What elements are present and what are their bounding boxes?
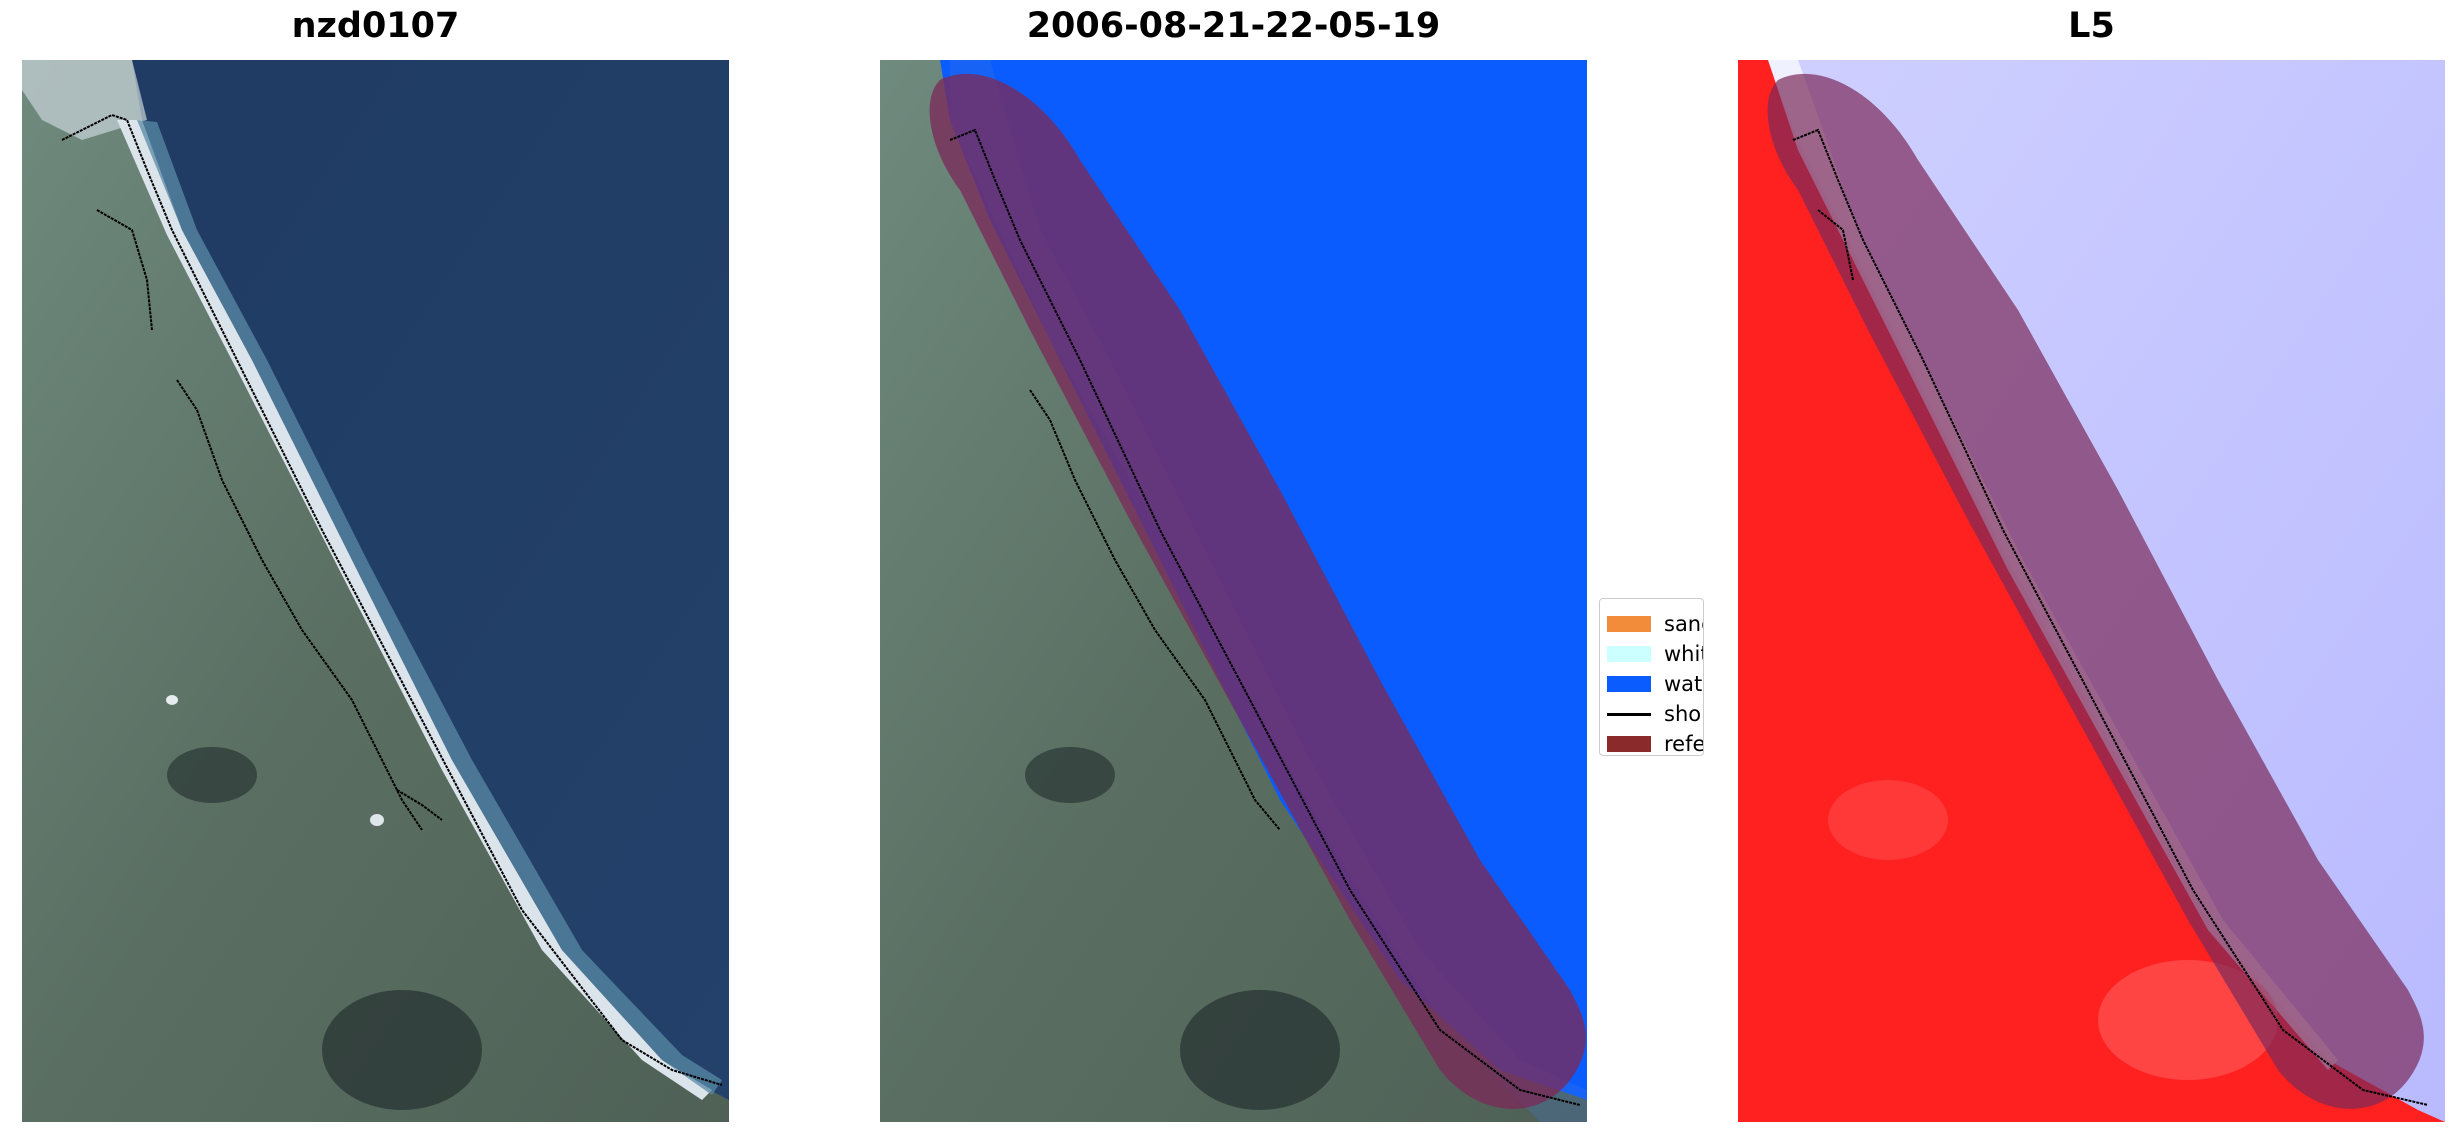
legend-item-shoreline: shoreline — [1607, 699, 1703, 729]
panel-title-classification: 2006-08-21-22-05-19 — [1026, 6, 1441, 46]
classification-image — [880, 60, 1587, 1122]
legend-label: water — [1664, 672, 1703, 696]
legend: sand whitewater water shoreline referenc… — [1599, 598, 1704, 756]
legend-label: shoreline — [1664, 702, 1703, 726]
index-panel — [1738, 60, 2445, 1122]
legend-label: reference — [1664, 732, 1704, 756]
classification-panel — [880, 60, 1587, 1122]
legend-label: whitewater — [1664, 642, 1703, 666]
legend-item-sand: sand — [1607, 609, 1703, 639]
sand-swatch — [1607, 616, 1651, 632]
legend-item-water: water — [1607, 669, 1703, 699]
water-swatch — [1607, 676, 1651, 692]
index-image — [1738, 60, 2445, 1122]
reference-swatch — [1607, 736, 1651, 752]
legend-item-reference: reference — [1607, 729, 1704, 756]
panel-title-rgb: nzd0107 — [291, 6, 460, 46]
whitewater-swatch — [1607, 646, 1651, 662]
panel-title-index: L5 — [2068, 6, 2115, 46]
rgb-image-panel — [22, 60, 729, 1122]
rgb-image — [22, 60, 729, 1122]
legend-item-whitewater: whitewater — [1607, 639, 1703, 669]
shoreline-swatch — [1607, 706, 1651, 722]
legend-label: sand — [1664, 612, 1703, 636]
